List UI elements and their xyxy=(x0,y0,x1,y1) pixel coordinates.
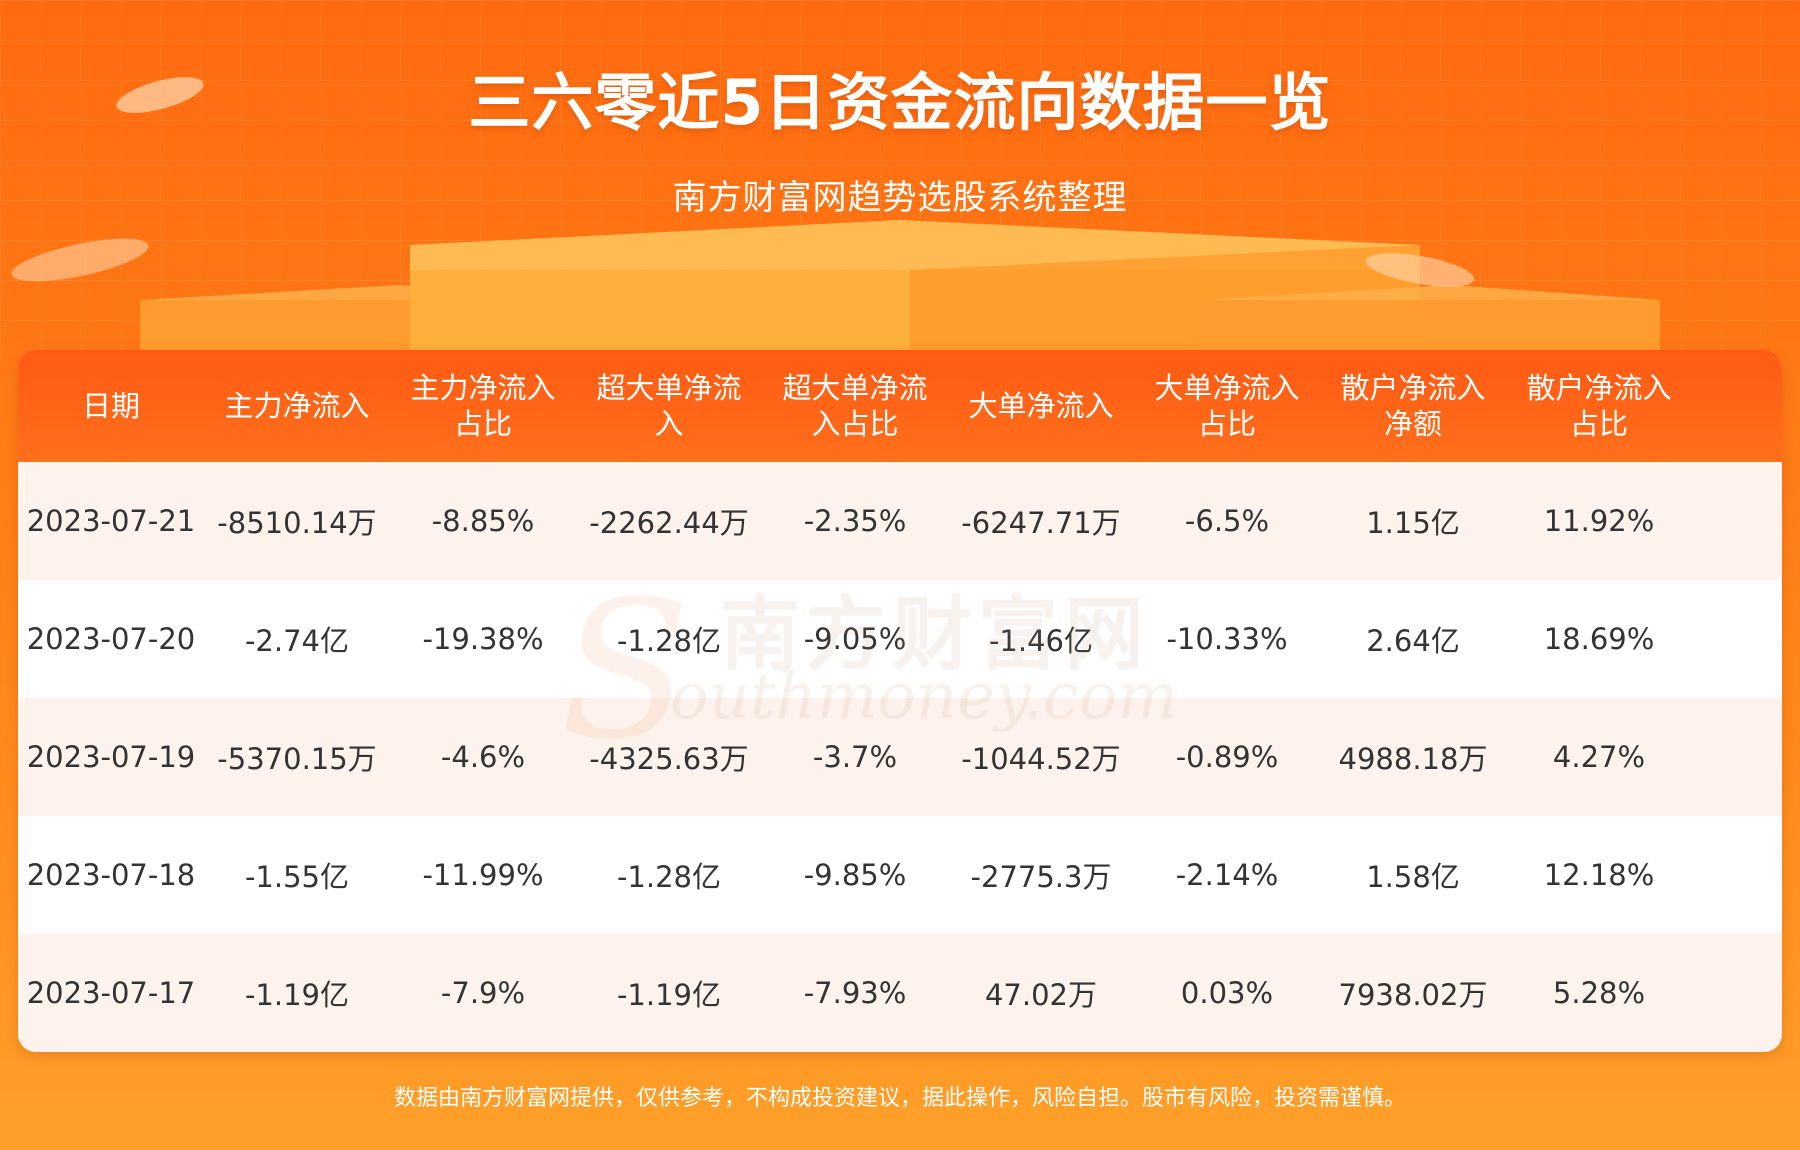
cell-super-large-net-inflow: -1.28亿 xyxy=(616,624,722,658)
cell-super-large-net-inflow-ratio: -9.85% xyxy=(803,858,907,892)
cell-retail-net-inflow-ratio: 5.28% xyxy=(1552,976,1646,1010)
cell-retail-net-inflow: 1.15亿 xyxy=(1366,506,1460,540)
cell-large-net-inflow-ratio: -0.89% xyxy=(1175,740,1279,774)
column-header-super-large-net-inflow-ratio: 超大单净流入占比 xyxy=(782,371,928,441)
table-header-row: 日期 主力净流入 主力净流入占比 超大单净流入 超大单净流入占比 大单净流入 大… xyxy=(18,350,1782,462)
column-header-large-net-inflow-ratio: 大单净流入占比 xyxy=(1154,371,1300,441)
table-row: 2023-07-19 -5370.15万 -4.6% -4325.63万 -3.… xyxy=(18,698,1782,816)
column-header-main-net-inflow: 主力净流入 xyxy=(224,389,370,423)
cell-retail-net-inflow-ratio: 18.69% xyxy=(1543,622,1655,656)
cell-retail-net-inflow: 7938.02万 xyxy=(1338,978,1488,1012)
cell-main-net-inflow-ratio: -4.6% xyxy=(440,740,526,774)
cell-large-net-inflow: -1.46亿 xyxy=(988,624,1094,658)
cell-date: 2023-07-17 xyxy=(26,976,196,1010)
page-subtitle: 南方财富网趋势选股系统整理 xyxy=(672,178,1128,218)
cell-super-large-net-inflow-ratio: -9.05% xyxy=(803,622,907,656)
cell-main-net-inflow-ratio: -11.99% xyxy=(422,858,544,892)
table-row: 2023-07-18 -1.55亿 -11.99% -1.28亿 -9.85% … xyxy=(18,816,1782,934)
cell-main-net-inflow-ratio: -7.9% xyxy=(440,976,526,1010)
cell-large-net-inflow-ratio: -6.5% xyxy=(1184,504,1270,538)
cell-super-large-net-inflow: -2262.44万 xyxy=(589,506,749,540)
cell-super-large-net-inflow-ratio: -3.7% xyxy=(812,740,898,774)
cell-large-net-inflow-ratio: -2.14% xyxy=(1175,858,1279,892)
cell-retail-net-inflow: 1.58亿 xyxy=(1366,860,1460,894)
decorative-podiums xyxy=(11,77,1660,350)
cell-main-net-inflow: -5370.15万 xyxy=(217,742,377,776)
cell-date: 2023-07-21 xyxy=(26,504,196,538)
table-row: 2023-07-20 -2.74亿 -19.38% -1.28亿 -9.05% … xyxy=(18,580,1782,698)
cell-super-large-net-inflow-ratio: -7.93% xyxy=(803,976,907,1010)
column-header-date: 日期 xyxy=(81,389,140,423)
cell-large-net-inflow-ratio: -10.33% xyxy=(1166,622,1288,656)
cell-date: 2023-07-18 xyxy=(26,858,196,892)
cell-super-large-net-inflow: -4325.63万 xyxy=(589,742,749,776)
cell-super-large-net-inflow: -1.19亿 xyxy=(616,978,722,1012)
cell-main-net-inflow: -8510.14万 xyxy=(217,506,377,540)
cell-retail-net-inflow-ratio: 12.18% xyxy=(1543,858,1655,892)
cell-retail-net-inflow: 4988.18万 xyxy=(1338,742,1488,776)
column-header-retail-net-inflow: 散户净流入净额 xyxy=(1340,371,1486,441)
footer-disclaimer: 数据由南方财富网提供，仅供参考，不构成投资建议，据此操作，风险自担。股市有风险，… xyxy=(393,1086,1406,1111)
column-header-main-net-inflow-ratio: 主力净流入占比 xyxy=(410,371,556,441)
cell-large-net-inflow: 47.02万 xyxy=(984,978,1098,1012)
fund-flow-table: 日期 主力净流入 主力净流入占比 超大单净流入 超大单净流入占比 大单净流入 大… xyxy=(18,350,1782,1052)
page-title: 三六零近5日资金流向数据一览 xyxy=(468,66,1332,139)
cell-retail-net-inflow: 2.64亿 xyxy=(1366,624,1460,658)
cell-super-large-net-inflow-ratio: -2.35% xyxy=(803,504,907,538)
cell-main-net-inflow: -1.19亿 xyxy=(244,978,350,1012)
table-row: 2023-07-17 -1.19亿 -7.9% -1.19亿 -7.93% 47… xyxy=(18,934,1782,1052)
column-header-large-net-inflow: 大单净流入 xyxy=(968,389,1114,423)
cell-main-net-inflow: -2.74亿 xyxy=(244,624,350,658)
cell-large-net-inflow: -6247.71万 xyxy=(961,506,1121,540)
cell-large-net-inflow-ratio: 0.03% xyxy=(1180,976,1274,1010)
cell-main-net-inflow-ratio: -19.38% xyxy=(422,622,544,656)
column-header-super-large-net-inflow: 超大单净流入 xyxy=(596,371,742,441)
cell-retail-net-inflow-ratio: 4.27% xyxy=(1552,740,1646,774)
cell-large-net-inflow: -2775.3万 xyxy=(970,860,1112,894)
cell-main-net-inflow-ratio: -8.85% xyxy=(431,504,535,538)
cell-super-large-net-inflow: -1.28亿 xyxy=(616,860,722,894)
cell-date: 2023-07-19 xyxy=(26,740,196,774)
cell-large-net-inflow: -1044.52万 xyxy=(961,742,1121,776)
cell-main-net-inflow: -1.55亿 xyxy=(244,860,350,894)
cell-date: 2023-07-20 xyxy=(26,622,196,656)
column-header-retail-net-inflow-ratio: 散户净流入占比 xyxy=(1526,371,1672,441)
table-row: 2023-07-21 -8510.14万 -8.85% -2262.44万 -2… xyxy=(18,462,1782,580)
cell-retail-net-inflow-ratio: 11.92% xyxy=(1543,504,1655,538)
